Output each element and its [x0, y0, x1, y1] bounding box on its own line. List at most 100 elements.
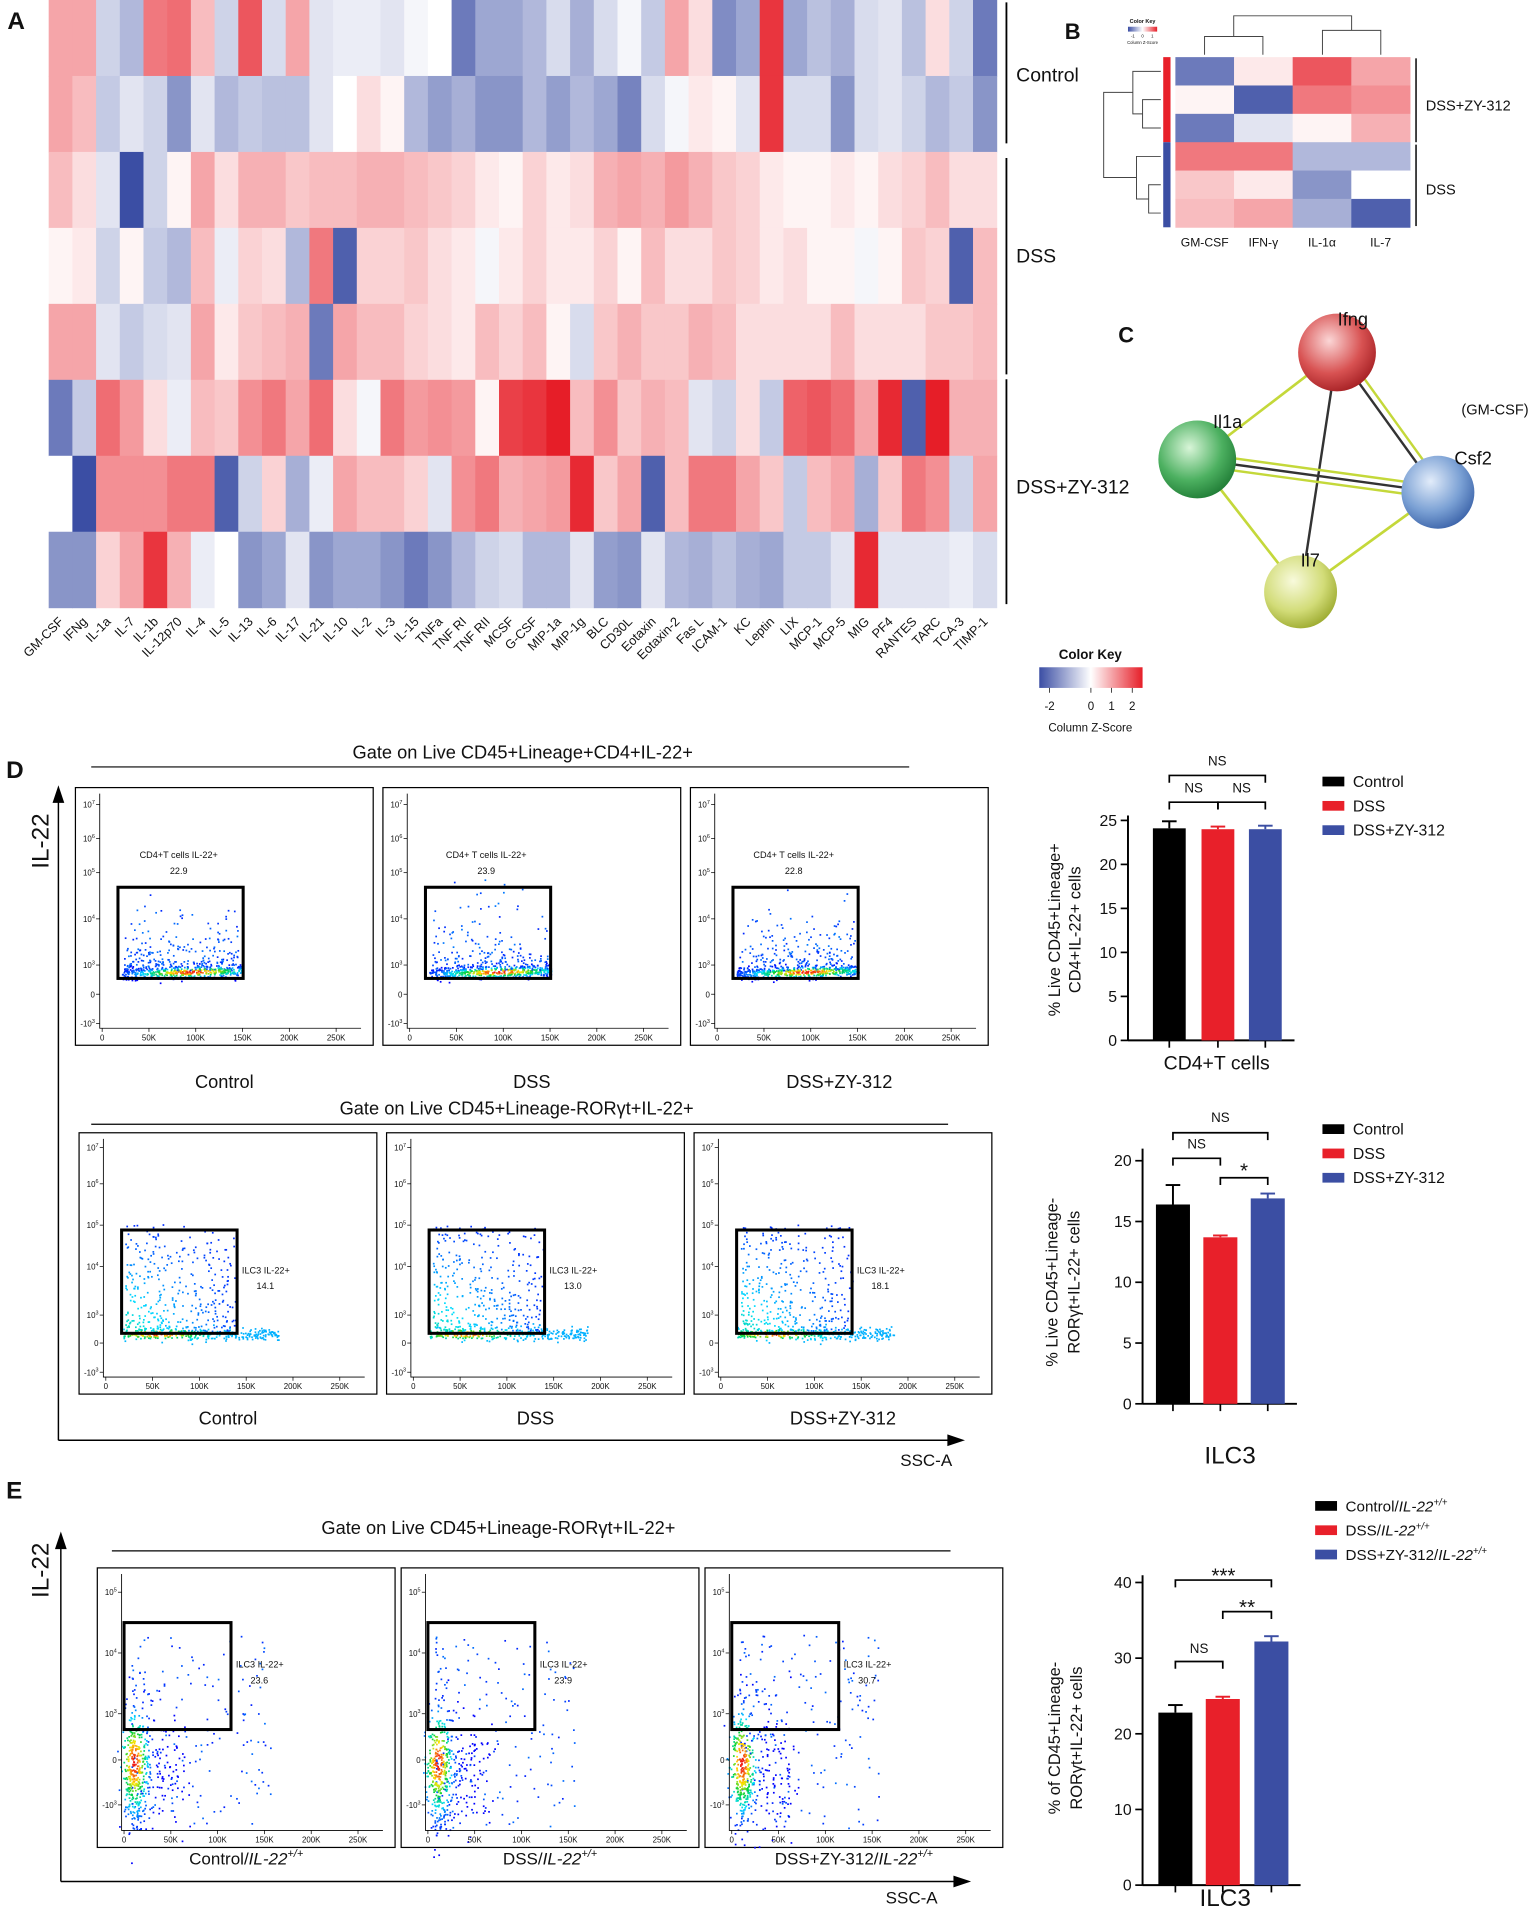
event-dot	[741, 1305, 744, 1308]
event-dot	[543, 971, 546, 974]
event-dot	[821, 970, 824, 973]
event-dot	[508, 965, 511, 968]
heatmap-cell	[475, 75, 500, 153]
event-dot	[824, 1252, 826, 1254]
event-dot	[134, 973, 136, 976]
y-tick-label: 0	[90, 990, 95, 999]
event-dot	[174, 970, 177, 973]
event-dot	[196, 966, 198, 969]
event-dot	[751, 970, 754, 972]
event-dot	[828, 966, 831, 969]
event-dot	[438, 973, 440, 976]
heatmap-cell	[712, 531, 737, 609]
event-dot	[256, 1792, 258, 1795]
event-dot	[485, 961, 488, 963]
event-dot	[177, 1787, 179, 1790]
event-dot	[802, 1260, 805, 1262]
event-dot	[792, 1316, 795, 1318]
event-dot	[150, 1329, 153, 1332]
event-dot	[138, 1787, 141, 1790]
event-dot	[444, 1326, 447, 1329]
event-dot	[194, 1246, 197, 1249]
event-dot	[775, 975, 778, 978]
event-dot	[748, 965, 750, 968]
event-dot	[473, 1325, 476, 1328]
event-dot	[529, 974, 532, 976]
column-label: IL-13	[225, 614, 256, 645]
event-dot	[825, 1329, 827, 1332]
event-dot	[126, 1752, 128, 1755]
event-dot	[512, 1329, 514, 1332]
event-dot	[432, 969, 435, 972]
event-dot	[261, 1330, 264, 1332]
event-dot	[773, 969, 775, 972]
heatmap-cell	[238, 531, 263, 609]
event-dot	[192, 1249, 195, 1252]
event-dot	[233, 954, 236, 957]
event-dot	[154, 960, 157, 962]
event-dot	[482, 970, 485, 973]
heatmap-cell	[1292, 57, 1352, 86]
y-tick-label: 104	[83, 914, 95, 924]
event-dot	[476, 1232, 479, 1235]
event-dot	[453, 1240, 456, 1243]
event-dot	[828, 1234, 831, 1237]
event-dot	[126, 1275, 129, 1278]
event-dot	[500, 960, 503, 963]
event-dot	[751, 1292, 754, 1295]
event-dot	[519, 966, 522, 969]
heatmap-cell	[712, 379, 737, 457]
event-dot	[865, 1329, 867, 1332]
event-dot	[743, 1247, 745, 1250]
heatmap-cell	[901, 379, 927, 457]
event-dot	[541, 1335, 544, 1338]
event-dot	[797, 1329, 800, 1332]
event-dot	[789, 971, 792, 973]
event-dot	[763, 967, 766, 970]
event-dot	[774, 1325, 776, 1327]
event-dot	[775, 1238, 778, 1241]
event-dot	[755, 960, 758, 963]
event-dot	[761, 972, 763, 975]
event-dot	[176, 966, 179, 969]
event-dot	[219, 970, 222, 973]
event-dot	[564, 1335, 567, 1338]
event-dot	[132, 1753, 135, 1756]
event-dot	[892, 1334, 895, 1337]
tick-base: -10	[84, 1368, 96, 1377]
event-dot	[145, 1327, 148, 1330]
event-dot	[430, 1335, 433, 1338]
heatmap-cell	[878, 455, 903, 533]
gate-name: CD4+ T cells IL-22+	[753, 850, 834, 860]
heatmap-cell	[973, 531, 998, 609]
event-dot	[819, 975, 822, 978]
event-dot	[180, 963, 183, 965]
event-dot	[842, 969, 844, 972]
heatmap-cell	[380, 531, 405, 609]
event-dot	[881, 1334, 884, 1336]
event-dot	[264, 1338, 267, 1341]
heatmap-cell	[688, 227, 713, 305]
event-dot	[751, 918, 754, 921]
heatmap-cell	[1175, 57, 1235, 86]
event-dot	[258, 1787, 260, 1790]
event-dot	[823, 968, 826, 970]
heatmap-cell	[593, 75, 618, 153]
event-dot	[825, 963, 828, 966]
heatmap-cell	[570, 151, 595, 229]
event-dot	[222, 974, 225, 977]
event-dot	[741, 951, 744, 953]
event-dot	[889, 1329, 891, 1332]
event-dot	[556, 1329, 559, 1332]
event-dot	[516, 1339, 519, 1342]
event-dot	[530, 1328, 532, 1331]
heatmap-cell	[807, 0, 832, 77]
event-dot	[189, 1761, 191, 1764]
event-dot	[446, 1293, 449, 1296]
tick-exponent: 4	[710, 1262, 713, 1268]
event-dot	[434, 1322, 437, 1324]
event-dot	[806, 1329, 809, 1332]
event-dot	[225, 1248, 228, 1251]
event-dot	[464, 1336, 467, 1339]
tick-exponent: 3	[92, 1019, 95, 1025]
